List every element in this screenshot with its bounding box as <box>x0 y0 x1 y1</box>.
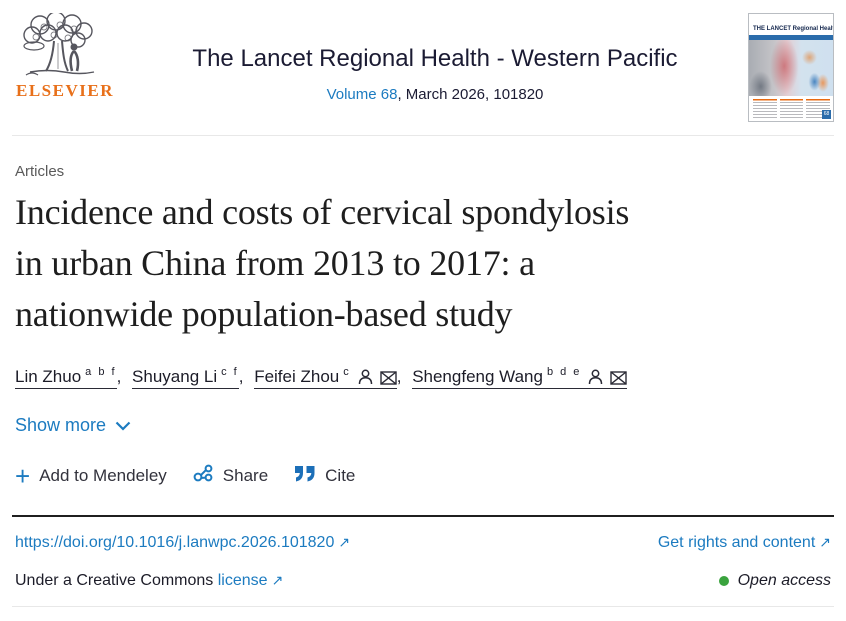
open-access-label: Open access <box>737 571 831 589</box>
open-access-indicator: Open access <box>718 571 831 590</box>
author-item: Lin Zhuo a b f, <box>15 366 132 389</box>
cover-volume-badge: 68 <box>822 110 831 119</box>
author-item: Shengfeng Wang b d e <box>412 366 633 390</box>
doi-link[interactable]: https://doi.org/10.1016/j.lanwpc.2026.10… <box>15 533 351 551</box>
show-more-button[interactable]: Show more <box>15 415 131 436</box>
elsevier-tree-icon <box>14 13 122 79</box>
author-affiliations: c <box>343 366 351 378</box>
external-link-icon: ↗ <box>819 533 831 550</box>
plus-icon: + <box>15 461 31 492</box>
cover-title-line1: THE LANCET Regional Health <box>753 26 833 32</box>
author-affiliations: b d e <box>546 366 582 378</box>
author-link[interactable]: Lin Zhuo a b f <box>15 366 117 389</box>
article-title: Incidence and costs of cervical spondylo… <box>15 192 630 334</box>
action-toolbar: + Add to Mendeley Share Cite <box>15 461 831 492</box>
cover-footer-columns <box>749 96 833 121</box>
external-link-icon: ↗ <box>271 571 284 588</box>
issue-info: , March 2026, 101820 <box>397 86 544 103</box>
open-access-dot-icon <box>718 575 729 586</box>
envelope-icon <box>610 370 628 390</box>
author-link[interactable]: Feifei Zhou c <box>254 366 397 390</box>
author-item: Shuyang Li c f, <box>132 366 254 389</box>
author-link[interactable]: Shengfeng Wang b d e <box>412 366 628 390</box>
person-icon <box>358 369 373 390</box>
chevron-down-icon <box>115 415 131 436</box>
external-link-icon: ↗ <box>338 533 351 550</box>
add-to-mendeley-button[interactable]: + Add to Mendeley <box>15 461 167 492</box>
license-link[interactable]: license ↗ <box>217 571 284 589</box>
cite-button[interactable]: Cite <box>294 465 355 487</box>
elsevier-wordmark: ELSEVIER <box>16 81 114 100</box>
author-affiliations: c f <box>221 366 239 378</box>
bottom-divider <box>12 605 834 607</box>
journal-header: ELSEVIER The Lancet Regional Health - We… <box>0 0 846 135</box>
author-item: Feifei Zhou c, <box>254 366 412 390</box>
get-rights-link[interactable]: Get rights and content ↗ <box>657 533 831 551</box>
share-icon <box>193 464 214 489</box>
author-list: Lin Zhuo a b f, Shuyang Li c f, Feifei Zho… <box>15 366 831 390</box>
cover-artwork <box>749 40 833 98</box>
article-head: Articles Incidence and costs of cervical… <box>0 163 846 489</box>
journal-title-link[interactable]: The Lancet Regional Health - Western Pac… <box>192 45 678 72</box>
publication-type-label: Articles <box>15 163 65 180</box>
header-divider <box>12 135 834 136</box>
doi-section-divider <box>12 514 834 517</box>
journal-meta: The Lancet Regional Health - Western Pac… <box>122 13 748 103</box>
share-button[interactable]: Share <box>193 464 268 489</box>
person-icon <box>588 369 603 390</box>
author-link[interactable]: Shuyang Li c f <box>132 366 239 389</box>
volume-link[interactable]: Volume 68 <box>326 86 398 103</box>
license-statement: Under a Creative Commons license ↗ <box>15 571 284 589</box>
license-row: Under a Creative Commons license ↗ Open a… <box>15 552 831 590</box>
volume-issue-line: Volume 68, March 2026, 101820 <box>122 86 748 103</box>
quote-icon <box>294 465 316 487</box>
doi-row: https://doi.org/10.1016/j.lanwpc.2026.10… <box>15 517 831 552</box>
author-affiliations: a b f <box>85 366 117 378</box>
elsevier-logo[interactable]: ELSEVIER <box>14 13 122 101</box>
cover-masthead: THE LANCET Regional Health Western Pacif… <box>749 14 833 35</box>
cover-blue-bar <box>749 35 833 40</box>
envelope-icon <box>380 370 397 390</box>
journal-cover-thumbnail[interactable]: THE LANCET Regional Health Western Pacif… <box>748 13 834 122</box>
